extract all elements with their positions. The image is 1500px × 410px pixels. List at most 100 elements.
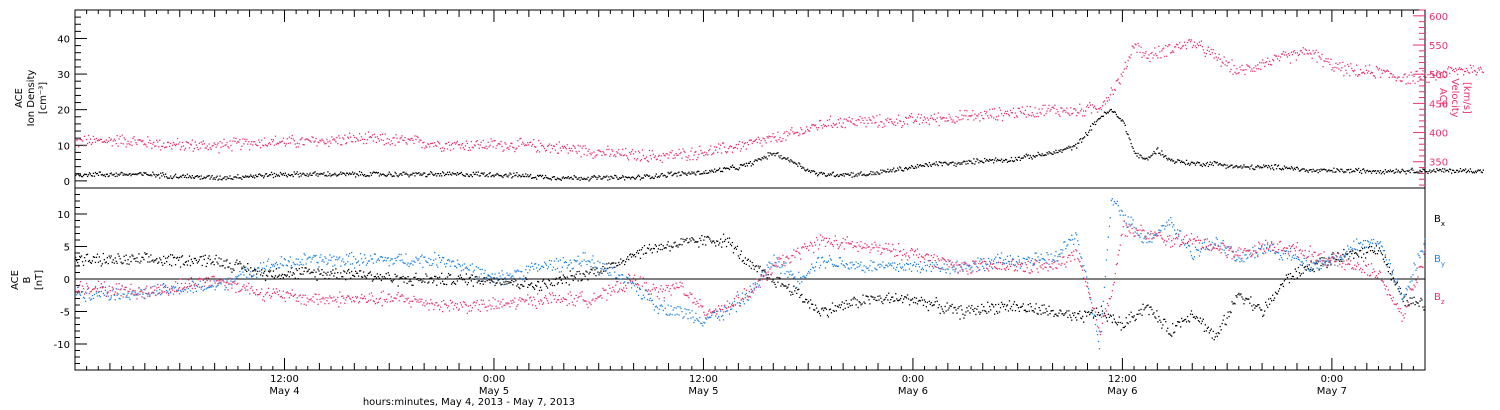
bx-point <box>755 265 757 267</box>
bx-point <box>542 279 545 281</box>
velocity-point <box>619 153 621 155</box>
velocity-point <box>1459 68 1462 71</box>
by-point <box>175 289 178 291</box>
bx-point <box>1072 312 1074 314</box>
velocity-point <box>894 121 896 123</box>
velocity-point <box>1436 69 1438 71</box>
bx-point <box>1380 252 1383 254</box>
bx-point <box>251 275 253 277</box>
bx-point <box>1079 310 1081 312</box>
velocity-point <box>1373 75 1376 77</box>
velocity-point <box>955 115 957 118</box>
density-point <box>1041 153 1043 155</box>
velocity-point <box>527 142 529 144</box>
velocity-point <box>1267 57 1269 59</box>
density-point <box>329 173 331 175</box>
density-point <box>897 167 899 169</box>
density-point <box>1230 164 1232 166</box>
velocity-point <box>1177 44 1179 46</box>
bx-point <box>214 258 216 260</box>
bx-point <box>978 311 980 313</box>
density-point <box>94 171 97 174</box>
velocity-point <box>1420 78 1422 80</box>
bx-point <box>1032 310 1034 312</box>
bx-point <box>1201 320 1203 322</box>
velocity-point <box>1468 72 1471 74</box>
bx-point <box>490 279 492 281</box>
density-point <box>1341 168 1343 171</box>
velocity-point <box>134 139 136 141</box>
velocity-point <box>1464 70 1467 73</box>
velocity-point <box>483 147 485 149</box>
velocity-point <box>935 121 937 123</box>
bx-point <box>122 262 124 264</box>
density-point <box>438 173 440 175</box>
bx-point <box>629 254 631 256</box>
velocity-point <box>1377 69 1380 71</box>
velocity-point <box>559 147 561 149</box>
density-point <box>1273 169 1275 171</box>
velocity-point <box>759 142 761 144</box>
bx-point <box>1028 310 1030 312</box>
bx-point <box>1348 258 1350 260</box>
bx-point <box>572 279 574 282</box>
density-point <box>943 161 945 164</box>
velocity-point <box>1005 113 1008 115</box>
bx-point <box>409 279 411 281</box>
bx-point <box>982 309 984 312</box>
velocity-point <box>142 139 144 142</box>
density-point <box>1212 164 1214 167</box>
density-point <box>738 167 741 169</box>
bx-point <box>1377 250 1380 252</box>
bx-point <box>711 242 713 244</box>
density-point <box>340 171 342 173</box>
velocity-point <box>969 115 971 117</box>
by-point <box>149 294 151 296</box>
velocity-point <box>91 142 94 144</box>
bx-point <box>525 277 527 279</box>
velocity-point <box>834 124 836 126</box>
velocity-point <box>1291 54 1293 56</box>
velocity-point <box>1428 81 1430 83</box>
bx-point <box>646 247 649 249</box>
bx-point <box>616 265 618 267</box>
bx-point <box>885 296 887 299</box>
velocity-point <box>864 117 866 119</box>
bx-point <box>141 256 143 258</box>
velocity-point <box>1014 112 1017 114</box>
bx-point <box>746 259 748 261</box>
bx-point <box>416 278 418 281</box>
velocity-point <box>923 116 926 118</box>
density-point <box>819 172 822 174</box>
velocity-point <box>355 137 358 139</box>
density-point <box>1277 164 1280 166</box>
velocity-point <box>1167 45 1169 48</box>
density-point <box>993 162 995 164</box>
velocity-point <box>1427 74 1429 76</box>
bx-point <box>957 307 959 310</box>
density-point <box>955 165 957 167</box>
by-point <box>371 258 374 260</box>
density-point <box>608 176 610 178</box>
density-point <box>351 173 353 175</box>
velocity-point <box>197 149 199 151</box>
bx-point <box>142 256 144 259</box>
velocity-point <box>797 131 799 133</box>
bx-point <box>489 282 491 284</box>
velocity-point <box>1336 67 1338 69</box>
velocity-point <box>1358 74 1360 76</box>
bx-point <box>856 299 858 301</box>
density-point <box>1444 168 1446 170</box>
velocity-point <box>1166 55 1168 57</box>
density-point <box>1359 171 1361 173</box>
time-tick-label: 12:00 <box>1108 374 1137 385</box>
density-point <box>496 172 498 175</box>
density-point <box>622 175 624 177</box>
bx-point <box>1339 260 1341 262</box>
by-point <box>468 269 470 271</box>
density-point <box>1222 165 1224 167</box>
velocity-point <box>1063 109 1065 111</box>
by-point <box>385 260 387 262</box>
bx-point <box>524 280 526 282</box>
velocity-point <box>185 141 188 143</box>
